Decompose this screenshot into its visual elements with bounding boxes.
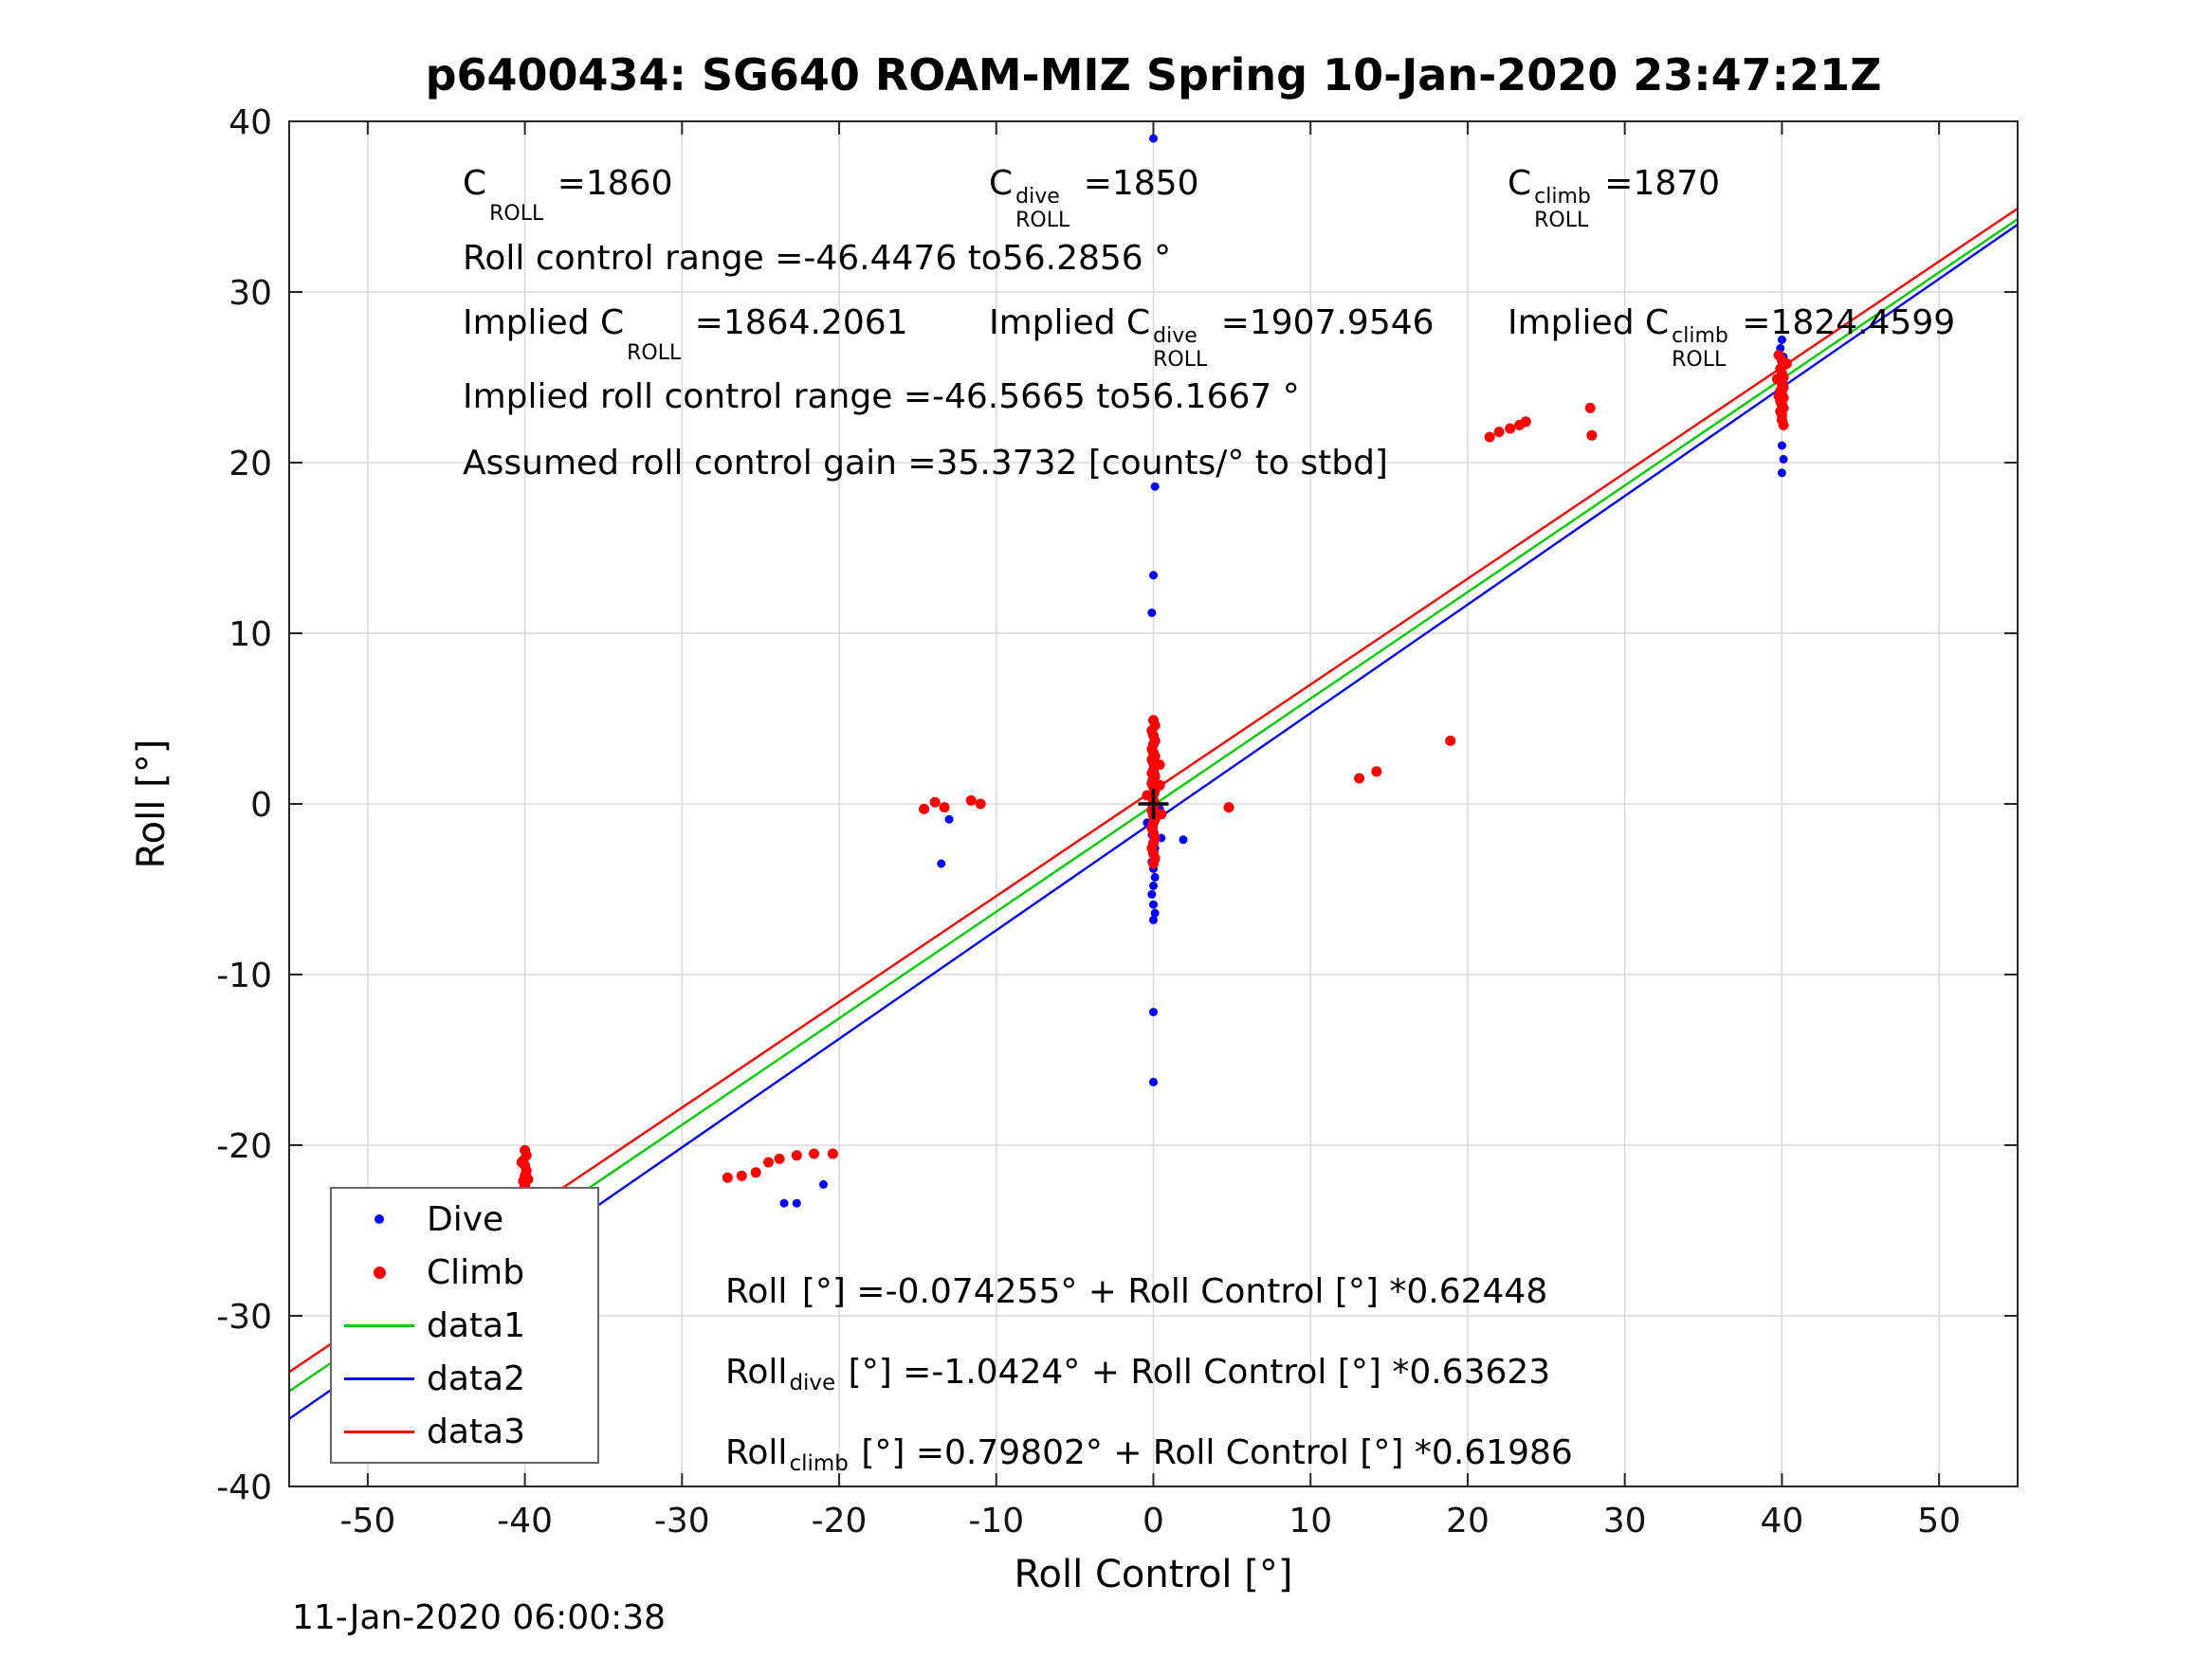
legend-item-climb: Climb (332, 1246, 597, 1299)
x-tick-label: -30 (654, 1502, 710, 1540)
legend-marker-shape (375, 1214, 384, 1224)
x-tick-label: 0 (1143, 1502, 1164, 1540)
x-tick-label: 10 (1289, 1502, 1332, 1540)
y-tick-label: 30 (229, 274, 272, 313)
legend-item-data1: data1 (332, 1299, 597, 1352)
legend-dot-marker (332, 1266, 427, 1279)
x-tick-label: 30 (1603, 1502, 1647, 1540)
legend-item-label: data2 (427, 1358, 525, 1398)
legend-line-marker (332, 1376, 427, 1380)
x-tick-label: -40 (497, 1502, 553, 1540)
legend-item-label: Climb (427, 1252, 525, 1292)
legend-dot-marker (332, 1214, 427, 1224)
legend-marker-shape (344, 1376, 414, 1380)
annotation-c-roll: C ROLL =1860 (463, 164, 673, 226)
legend-item-label: Dive (427, 1199, 504, 1239)
legend-marker-shape (344, 1430, 414, 1433)
x-tick-label: -20 (812, 1502, 868, 1540)
tick-labels: -50 -40 -30 -20 -10 0 10 20 30 40 50 -40 -30 -20 -10 0 1… (216, 103, 1961, 1540)
x-axis-label: Roll Control [°] (1014, 1553, 1293, 1596)
x-tick-label: 20 (1446, 1502, 1490, 1540)
annotation-implied-roll-control-range: Implied roll control range =-46.5665 to5… (463, 377, 1300, 416)
legend-line-marker (332, 1323, 427, 1327)
equation-roll: Roll [°] =-0.074255° + Roll Control [°] … (725, 1272, 1548, 1311)
y-tick-label: 0 (250, 786, 272, 825)
legend: Dive Climb data1 data2 data3 (330, 1187, 599, 1464)
legend-item-label: data1 (427, 1305, 525, 1345)
legend-item-data2: data2 (332, 1352, 597, 1405)
annotation-roll-control-range: Roll control range =-46.4476 to56.2856 ° (463, 239, 1172, 278)
y-tick-label: -10 (216, 957, 272, 995)
y-tick-label: -30 (216, 1298, 272, 1337)
y-axis-label: Roll [°] (130, 738, 174, 869)
y-tick-label: 10 (229, 615, 272, 654)
x-tick-label: 40 (1761, 1502, 1804, 1540)
legend-item-data3: data3 (332, 1405, 597, 1458)
y-tick-label: 40 (229, 103, 272, 142)
legend-item-label: data3 (427, 1412, 525, 1451)
axis-frame (288, 120, 2019, 1487)
annotation-implied-c-roll: Implied C ROLL =1864.2061 (463, 303, 908, 365)
equation-roll-climb: Rollclimb [°] =0.79802° + Roll Control [… (725, 1433, 1573, 1476)
creation-timestamp: 11-Jan-2020 06:00:38 (292, 1598, 667, 1637)
legend-marker-shape (373, 1266, 386, 1279)
equation-roll-dive: Rolldive [°] =-1.0424° + Roll Control [°… (725, 1353, 1551, 1395)
y-tick-label: 20 (229, 445, 272, 483)
y-tick-label: -20 (216, 1127, 272, 1166)
annotation-assumed-gain: Assumed roll control gain =35.3732 [coun… (463, 444, 1388, 483)
legend-item-dive: Dive (332, 1193, 597, 1246)
y-tick-label: -40 (216, 1468, 272, 1507)
origin-plus-marker (1138, 789, 1169, 819)
chart-title: p6400434: SG640 ROAM-MIZ Spring 10-Jan-2… (425, 49, 1882, 100)
legend-marker-shape (344, 1323, 414, 1327)
x-tick-label: -10 (968, 1502, 1024, 1540)
legend-line-marker (332, 1430, 427, 1433)
x-tick-label: 50 (1917, 1502, 1961, 1540)
x-tick-label: -50 (339, 1502, 395, 1540)
